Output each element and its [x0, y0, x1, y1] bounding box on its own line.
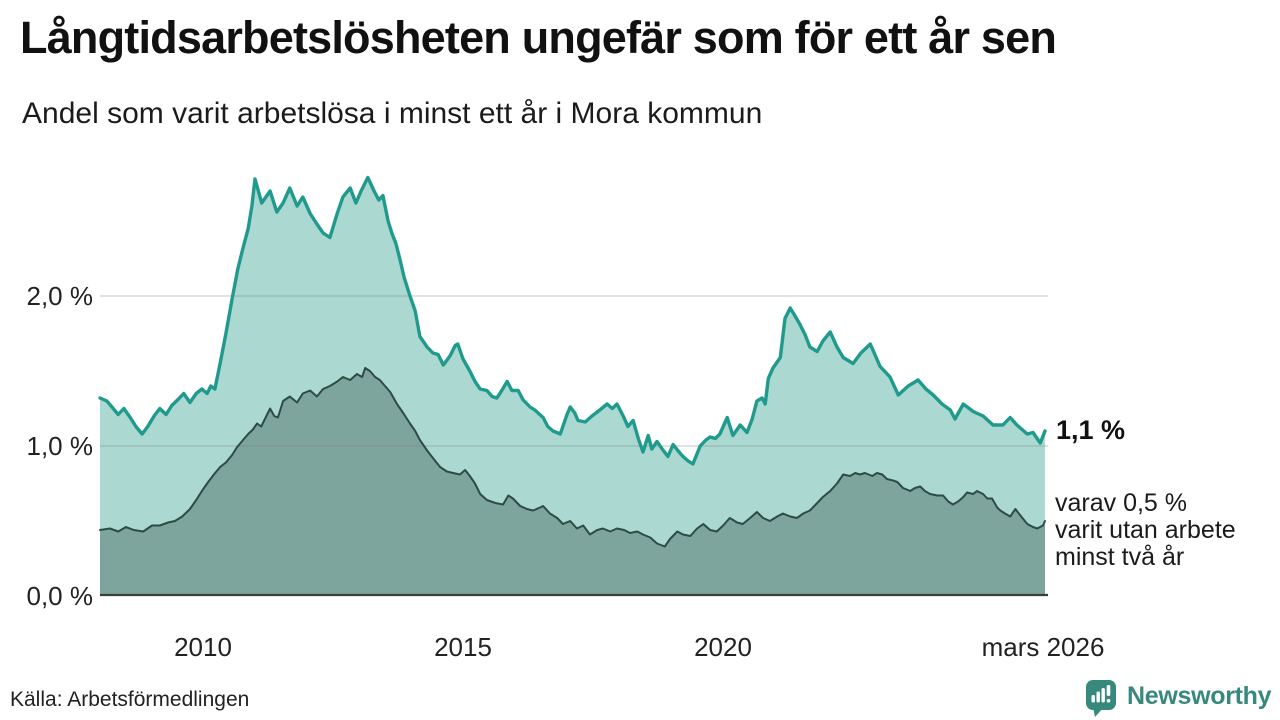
- brand-name: Newsworthy: [1127, 682, 1272, 710]
- y-tick-0pct: 0,0 %: [26, 581, 94, 611]
- x-tick-2015: 2015: [434, 632, 492, 662]
- area-minst-tva-ar: [100, 368, 1045, 596]
- newsworthy-logo-icon: [1086, 680, 1116, 717]
- x-tick-mars-2026: mars 2026: [981, 632, 1105, 662]
- source-credit: Källa: Arbetsförmedlingen: [10, 688, 250, 711]
- y-tick-2pct: 2,0 %: [26, 281, 94, 311]
- x-tick-2010: 2010: [174, 632, 232, 662]
- plot-svg: [98, 175, 1048, 597]
- chart-subtitle: Andel som varit arbetslösa i minst ett å…: [22, 97, 763, 130]
- page-title: Långtidsarbetslösheten ungefär som för e…: [20, 12, 1057, 63]
- end-value-label: 1,1 %: [1056, 415, 1126, 445]
- line-minst-ett-ar: [98, 175, 1047, 466]
- note-annotation: varav 0,5 % varit utan arbete minst två …: [1055, 490, 1280, 571]
- brand-lockup: Newsworthy: [1086, 680, 1272, 718]
- note-line-3: minst två år: [1055, 543, 1185, 571]
- y-tick-1pct: 1,0 %: [26, 431, 94, 461]
- line-minst-tva-ar: [99, 367, 1046, 548]
- note-line-1: varav 0,5 %: [1055, 489, 1188, 517]
- note-line-2: varit utan arbete: [1055, 516, 1236, 544]
- x-tick-2020: 2020: [694, 632, 752, 662]
